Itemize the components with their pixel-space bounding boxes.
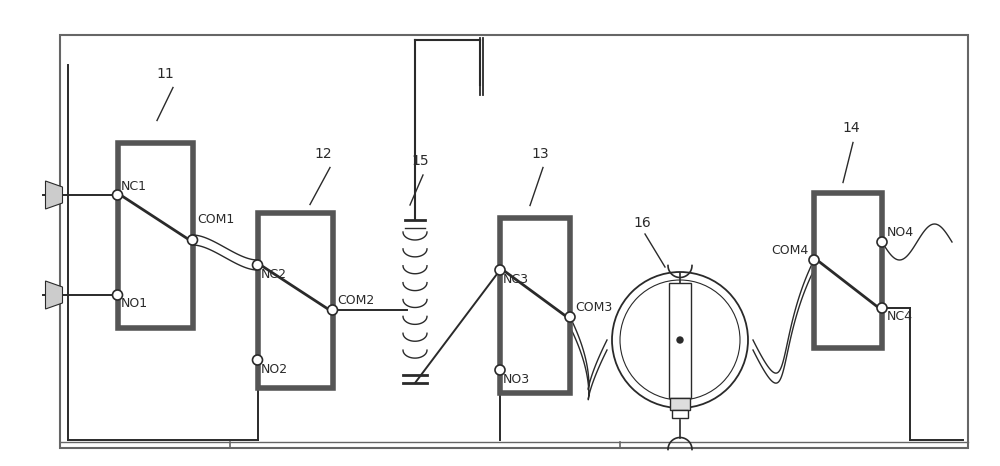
Text: COM2: COM2 [338, 294, 375, 307]
Circle shape [495, 365, 505, 375]
Bar [669, 282, 691, 397]
Text: NC2: NC2 [260, 268, 287, 281]
Text: COM4: COM4 [772, 244, 809, 257]
Text: NO3: NO3 [503, 373, 530, 386]
Circle shape [565, 312, 575, 322]
Text: 12: 12 [314, 146, 332, 160]
Text: 11: 11 [156, 67, 174, 81]
Text: COM1: COM1 [198, 213, 235, 226]
Circle shape [677, 337, 683, 343]
Text: COM3: COM3 [575, 301, 612, 314]
Polygon shape [46, 181, 62, 209]
Bar [60, 35, 968, 448]
Text: NO4: NO4 [887, 226, 914, 239]
Bar [500, 218, 570, 392]
Circle shape [252, 260, 262, 270]
Circle shape [495, 265, 505, 275]
Circle shape [112, 290, 122, 300]
Circle shape [112, 190, 122, 200]
Text: 15: 15 [411, 154, 429, 168]
Circle shape [252, 355, 262, 365]
Bar [258, 212, 332, 388]
Bar [672, 410, 688, 418]
Text: NC3: NC3 [503, 273, 529, 286]
Text: NO1: NO1 [120, 297, 148, 310]
Circle shape [809, 255, 819, 265]
Text: NO2: NO2 [260, 363, 288, 376]
Bar [814, 192, 882, 348]
Circle shape [877, 303, 887, 313]
Circle shape [188, 235, 198, 245]
Circle shape [328, 305, 338, 315]
Circle shape [620, 280, 740, 400]
Text: 14: 14 [842, 122, 860, 136]
Bar [670, 397, 690, 410]
Text: NC4: NC4 [887, 310, 913, 323]
Text: 13: 13 [531, 146, 549, 160]
Circle shape [877, 237, 887, 247]
Text: 16: 16 [633, 216, 651, 230]
Text: NC1: NC1 [120, 180, 146, 193]
Bar [118, 143, 192, 328]
Polygon shape [46, 281, 62, 309]
Circle shape [612, 272, 748, 408]
